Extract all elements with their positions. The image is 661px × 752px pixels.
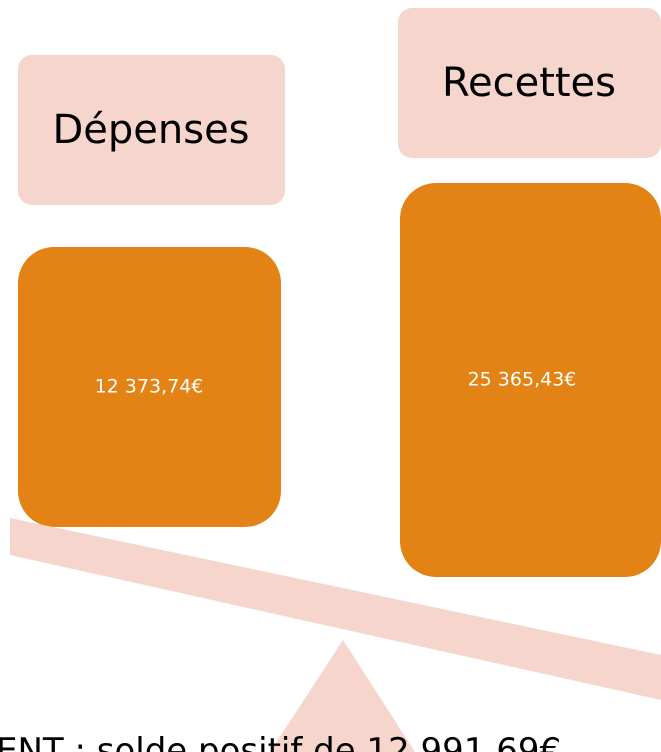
- label-right: Recettes: [442, 60, 616, 106]
- amount-left: 12 373,74€: [95, 376, 204, 398]
- amount-right: 25 365,43€: [468, 369, 577, 391]
- amount-box-left: [18, 247, 281, 527]
- label-left: Dépenses: [52, 107, 249, 153]
- balance-beam: [10, 518, 661, 700]
- balance-pivot: [270, 640, 415, 752]
- label-box-right: [398, 8, 661, 158]
- amount-box-right: [400, 183, 661, 577]
- label-box-left: [18, 55, 285, 205]
- footer-text: ENT : solde positif de 12 991,69€: [0, 731, 561, 752]
